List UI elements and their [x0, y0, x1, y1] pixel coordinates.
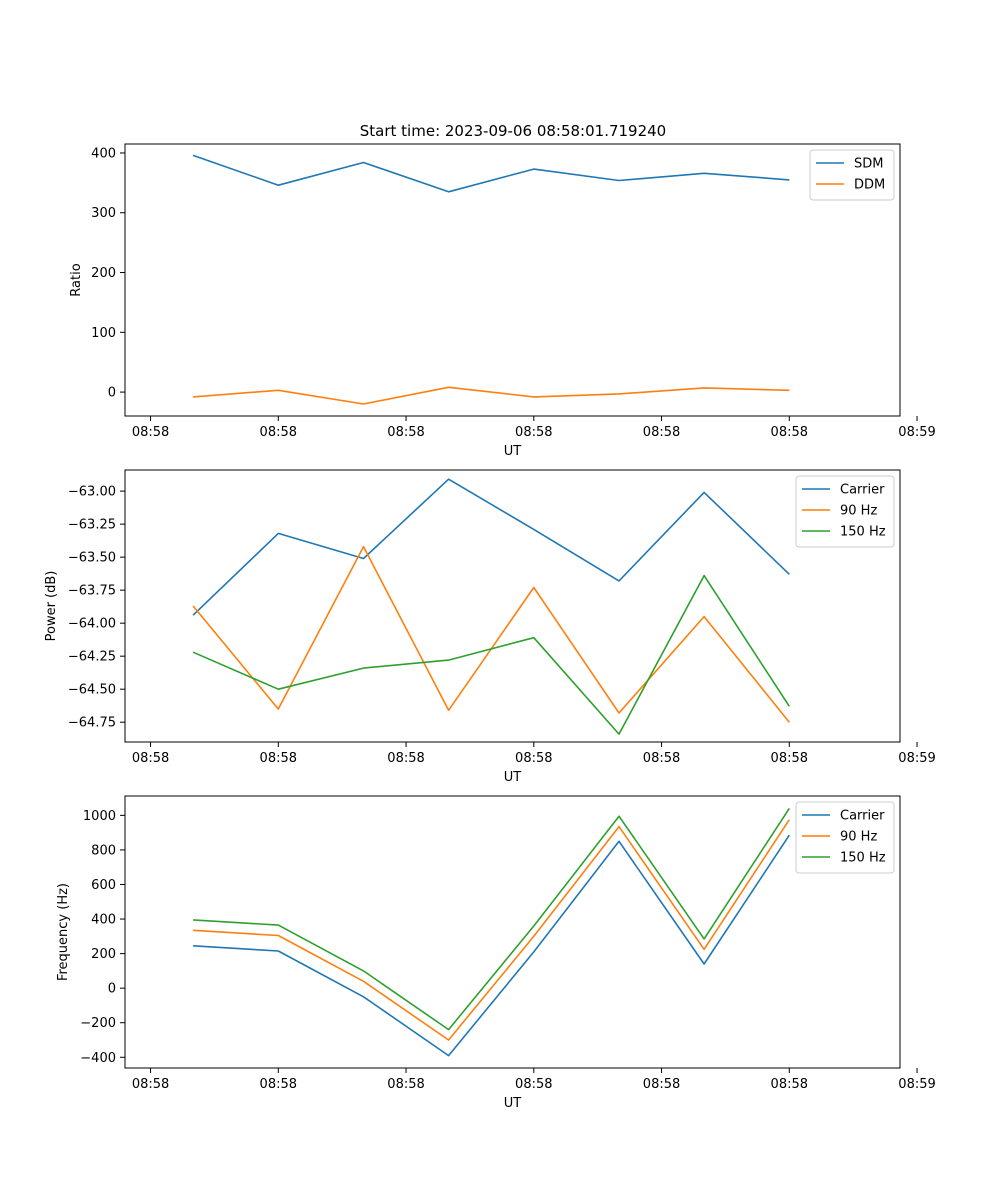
ratio-legend: SDM DDM — [809, 149, 895, 201]
frequency-x-tick-label: 08:58 — [515, 1077, 552, 1092]
power-legend-label: 150 Hz — [840, 525, 886, 540]
power-axes-frame — [124, 469, 901, 743]
power-y-tick-label: −64.75 — [68, 716, 116, 731]
power-x-axis-label: UT — [504, 770, 522, 785]
frequency-x-tick-label: 08:58 — [387, 1077, 424, 1092]
power-y-tick-label: −63.75 — [68, 584, 116, 599]
frequency-y-tick-label: 0 — [108, 982, 116, 997]
frequency-y-tick-label: 800 — [91, 843, 116, 858]
ratio-x-axis-label: UT — [504, 444, 522, 459]
ratio-y-tick-label: 400 — [91, 146, 116, 161]
ratio-y-tick-label: 100 — [91, 326, 116, 341]
frequency-x-tick-label: 08:58 — [132, 1077, 169, 1092]
frequency-x-axis-label: UT — [504, 1096, 522, 1111]
ratio-legend-label: DDM — [854, 178, 885, 193]
frequency-x-tick-label: 08:58 — [260, 1077, 297, 1092]
frequency-series-90-hz — [193, 819, 790, 1041]
ratio-x-tick-label: 08:58 — [387, 425, 424, 440]
ratio-x-tick-label: 08:58 — [132, 425, 169, 440]
frequency-axes-frame — [124, 795, 901, 1069]
frequency-x-tick-label: 08:59 — [898, 1077, 935, 1092]
frequency-legend-label: Carrier — [840, 809, 885, 824]
power-x-tick-label: 08:58 — [643, 751, 680, 766]
ratio-x-tick-label: 08:58 — [771, 425, 808, 440]
power-y-tick-label: −64.00 — [68, 617, 116, 632]
ratio-y-tick-label: 200 — [91, 266, 116, 281]
power-series-150-hz — [192, 574, 790, 735]
power-legend-label: Carrier — [840, 483, 885, 498]
frequency-x-tick-label: 08:58 — [643, 1077, 680, 1092]
frequency-legend: Carrier 90 Hz 150 Hz — [795, 801, 895, 874]
panel-frequency: 08:58 08:58 08:58 08:58 08:58 08:58 08:59 −400 −… — [56, 795, 936, 1111]
power-legend-box — [795, 475, 895, 548]
power-x-tick-label: 08:59 — [898, 751, 935, 766]
ratio-y-tick-label: 300 — [91, 206, 116, 221]
frequency-y-tick-label: −200 — [80, 1016, 116, 1031]
ratio-y-tick-label: 0 — [108, 386, 116, 401]
figure-title: Start time: 2023-09-06 08:58:01.719240 — [360, 122, 666, 140]
panel-ratio: 08:58 08:58 08:58 08:58 08:58 08:58 08:59 0 100 2… — [69, 143, 936, 459]
power-y-tick-label: −64.50 — [68, 683, 116, 698]
ratio-series-sdm — [192, 154, 790, 193]
power-y-tick-label: −64.25 — [68, 650, 116, 665]
ratio-legend-label: SDM — [854, 157, 883, 172]
power-legend-label: 90 Hz — [840, 504, 877, 519]
frequency-y-tick-label: 600 — [91, 878, 116, 893]
power-y-tick-label: −63.50 — [68, 551, 116, 566]
ratio-axes-frame — [124, 143, 901, 417]
power-series-carrier — [192, 478, 790, 616]
ratio-y-axis-label: Ratio — [69, 263, 84, 296]
ratio-x-tick-label: 08:58 — [515, 425, 552, 440]
power-x-tick-label: 08:58 — [387, 751, 424, 766]
frequency-y-tick-label: 1000 — [83, 809, 116, 824]
frequency-series-150-hz — [193, 807, 790, 1031]
ratio-x-tick-label: 08:59 — [898, 425, 935, 440]
frequency-y-axis-label: Frequency (Hz) — [56, 883, 71, 981]
ratio-x-tick-label: 08:58 — [260, 425, 297, 440]
frequency-legend-label: 150 Hz — [840, 851, 886, 866]
power-y-tick-label: −63.00 — [68, 485, 116, 500]
ratio-x-tick-label: 08:58 — [643, 425, 680, 440]
power-x-tick-label: 08:58 — [771, 751, 808, 766]
panel-power: 08:58 08:58 08:58 08:58 08:58 08:58 08:59 −64.7… — [44, 469, 936, 785]
power-x-tick-label: 08:58 — [260, 751, 297, 766]
frequency-y-tick-label: 200 — [91, 947, 116, 962]
ratio-series-ddm — [193, 386, 790, 405]
frequency-series-carrier — [193, 834, 790, 1057]
frequency-y-tick-label: 400 — [91, 913, 116, 928]
power-y-tick-label: −63.25 — [68, 518, 116, 533]
power-y-axis-label: Power (dB) — [44, 571, 59, 642]
power-x-tick-label: 08:58 — [132, 751, 169, 766]
power-x-tick-label: 08:58 — [515, 751, 552, 766]
frequency-legend-box — [795, 801, 895, 874]
power-series-90-hz — [192, 545, 790, 723]
power-legend: Carrier 90 Hz 150 Hz — [795, 475, 895, 548]
frequency-legend-label: 90 Hz — [840, 830, 877, 845]
frequency-x-tick-label: 08:58 — [771, 1077, 808, 1092]
frequency-y-tick-label: −400 — [80, 1051, 116, 1066]
